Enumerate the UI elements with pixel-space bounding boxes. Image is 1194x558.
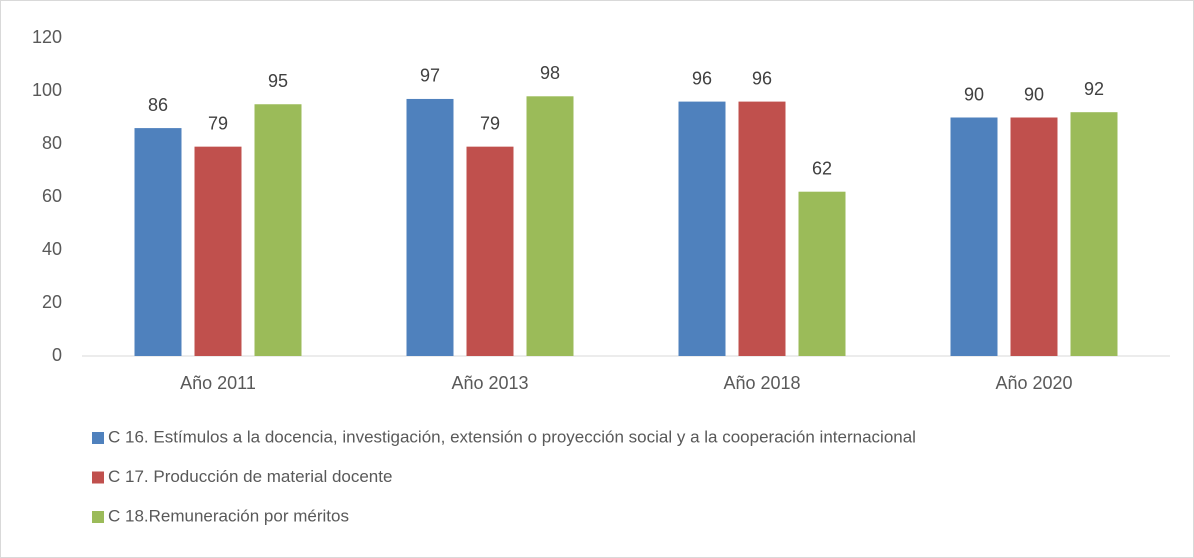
bar <box>134 128 182 356</box>
y-tick-label: 60 <box>42 186 62 206</box>
data-label: 98 <box>540 63 560 83</box>
bar <box>678 101 726 356</box>
bar <box>254 104 302 356</box>
y-tick-label: 20 <box>42 292 62 312</box>
data-label: 79 <box>208 113 228 133</box>
legend-swatch <box>92 471 104 484</box>
bar <box>950 117 998 356</box>
data-label: 95 <box>268 71 288 91</box>
x-tick-label: Año 2011 <box>180 373 256 393</box>
legend-swatch <box>92 511 104 523</box>
bar <box>798 191 846 356</box>
data-label: 92 <box>1084 79 1104 99</box>
bar <box>406 98 454 356</box>
legend-swatch <box>92 432 104 444</box>
data-label: 79 <box>480 113 500 133</box>
data-label: 97 <box>420 66 440 86</box>
x-tick-label: Año 2013 <box>451 373 528 393</box>
bar <box>526 96 574 357</box>
bar <box>466 146 514 356</box>
y-tick-label: 120 <box>32 27 62 47</box>
legend-label: C 18.Remuneración por méritos <box>108 506 349 525</box>
data-label: 62 <box>812 158 832 178</box>
data-label: 86 <box>148 95 168 115</box>
legend-label: C 16. Estímulos a la docencia, investiga… <box>108 427 916 446</box>
bar <box>1010 117 1058 356</box>
legend-label: C 17. Producción de material docente <box>108 467 392 486</box>
x-tick-label: Año 2018 <box>723 373 800 393</box>
y-tick-label: 0 <box>52 345 62 365</box>
bar <box>738 101 786 356</box>
bar <box>1070 112 1118 356</box>
y-tick-label: 100 <box>32 80 62 100</box>
data-label: 90 <box>1024 84 1044 104</box>
data-label: 90 <box>964 84 984 104</box>
data-label: 96 <box>692 68 712 88</box>
y-tick-label: 40 <box>42 239 62 259</box>
data-label: 96 <box>752 68 772 88</box>
x-tick-label: Año 2020 <box>995 373 1072 393</box>
bar <box>194 146 242 356</box>
y-tick-label: 80 <box>42 133 62 153</box>
